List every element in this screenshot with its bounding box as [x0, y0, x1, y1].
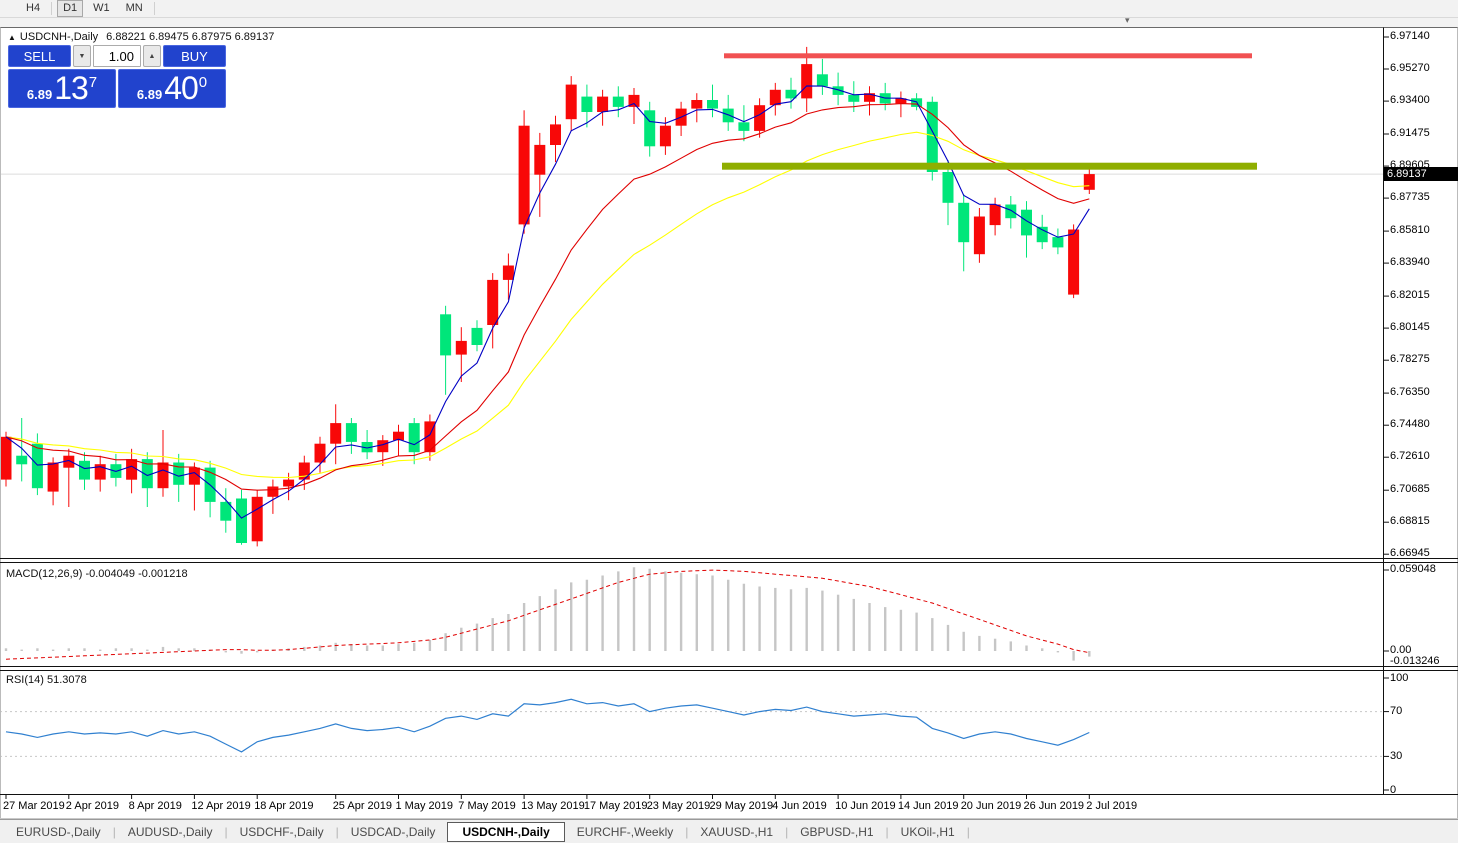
price-axis-label: 6.83940 — [1390, 256, 1430, 269]
volume-decrease-button[interactable]: ▼ — [73, 45, 91, 67]
date-axis-label: 14 Jun 2019 — [897, 800, 959, 812]
date-axis-label: 18 Apr 2019 — [254, 800, 314, 812]
tab-ukoil-h1[interactable]: UKOil-,H1 — [900, 825, 955, 839]
tab-usdcnh-daily[interactable]: USDCNH-,Daily — [447, 822, 565, 842]
tab-separator: | — [966, 825, 970, 839]
one-click-trading-panel: SELL ▼ ▲ BUY 6.89 13 7 6.89 40 0 — [8, 45, 226, 108]
symbol-title: ▲ USDCNH-,Daily 6.88221 6.89475 6.87975 6.… — [8, 31, 274, 43]
chart-tabs: EURUSD-,Daily | AUDUSD-,Daily | USDCHF-,Dail… — [0, 819, 1458, 843]
timeframe-toolbar: H4 D1 W1 MN — [0, 0, 1458, 18]
date-axis-label: 8 Apr 2019 — [128, 800, 182, 812]
chevron-down-icon[interactable]: ▾ — [1125, 15, 1130, 25]
collapse-triangle-icon[interactable]: ▲ — [8, 33, 16, 42]
date-axis-label: 27 Mar 2019 — [3, 800, 65, 812]
date-axis-label: 13 May 2019 — [521, 800, 585, 812]
price-axis-label: 6.80145 — [1390, 321, 1430, 334]
tab-separator: | — [885, 825, 889, 839]
price-axis-label: 6.66945 — [1390, 547, 1430, 560]
timeframe-button-d1[interactable]: D1 — [57, 0, 84, 17]
timeframe-button-w1[interactable]: W1 — [93, 2, 110, 14]
date-axis-label: 25 Apr 2019 — [332, 800, 393, 812]
date-axis-label: 23 May 2019 — [646, 800, 711, 812]
price-axis-label: 6.70685 — [1390, 483, 1430, 496]
tab-usdchf-daily[interactable]: USDCHF-,Daily — [239, 825, 324, 839]
bid-price-point: 7 — [88, 74, 98, 91]
date-axis-label: 26 Jun 2019 — [1023, 800, 1085, 812]
tab-gbpusd-h1[interactable]: GBPUSD-,H1 — [800, 825, 874, 839]
tab-separator: | — [785, 825, 789, 839]
price-axis-label: 6.97140 — [1390, 30, 1430, 42]
date-axis-label: 2 Apr 2019 — [65, 800, 120, 812]
macd-indicator-label: MACD(12,26,9) -0.004049 -0.001218 — [6, 568, 188, 580]
date-axis-label: 17 May 2019 — [583, 800, 648, 812]
toolbar-separator — [153, 2, 155, 15]
timeframe-button-mn[interactable]: MN — [125, 2, 143, 14]
bid-price-main: 13 — [54, 70, 89, 106]
date-axis-label: 10 Jun 2019 — [835, 800, 896, 812]
tab-eurusd-daily[interactable]: EURUSD-,Daily — [16, 825, 101, 839]
price-axis-label: 6.91475 — [1390, 127, 1430, 139]
tab-separator: | — [224, 825, 228, 839]
rsi-axis-label: 100 — [1390, 671, 1409, 684]
rsi-axis-label: 0 — [1390, 783, 1397, 796]
tab-separator: | — [335, 825, 339, 839]
price-axis-label: 6.72610 — [1390, 450, 1430, 463]
tab-separator: | — [112, 825, 116, 839]
date-axis-label: 4 Jun 2019 — [772, 800, 827, 812]
macd-axis-label: 0.00 — [1390, 644, 1412, 656]
tab-eurchf-weekly[interactable]: EURCHF-,Weekly — [576, 825, 674, 839]
tab-separator: | — [685, 825, 689, 839]
symbol-ohlc: 6.88221 6.89475 6.87975 6.89137 — [106, 31, 275, 43]
toolbar-separator — [51, 2, 53, 15]
price-axis-label: 6.82015 — [1390, 289, 1430, 302]
ask-price-main: 40 — [164, 70, 199, 106]
current-price-badge: 6.89137 — [1384, 167, 1458, 181]
volume-increase-button[interactable]: ▲ — [143, 45, 161, 67]
price-axis-label: 6.78275 — [1390, 353, 1430, 366]
date-axis-label: 2 Jul 2019 — [1086, 800, 1138, 812]
ask-price-point: 0 — [198, 74, 208, 91]
macd-axis-label: -0.013246 — [1390, 655, 1440, 667]
tab-usdcad-daily[interactable]: USDCAD-,Daily — [350, 825, 436, 839]
rsi-indicator-label: RSI(14) 51.3078 — [6, 674, 87, 686]
bid-price-prefix: 6.89 — [26, 87, 53, 102]
price-axis-label: 6.68815 — [1390, 515, 1430, 528]
timeframe-button-h4[interactable]: H4 — [26, 2, 41, 14]
buy-button[interactable]: BUY — [163, 45, 226, 67]
date-axis-label: 12 Apr 2019 — [191, 800, 251, 812]
date-axis-label: 29 May 2019 — [709, 800, 774, 812]
symbol-name: USDCNH-,Daily — [19, 31, 99, 43]
tab-audusd-daily[interactable]: AUDUSD-,Daily — [127, 825, 213, 839]
window-top-strip: ▾ — [0, 15, 1458, 27]
sell-button[interactable]: SELL — [8, 45, 71, 67]
price-axis-label: 6.95270 — [1390, 62, 1430, 74]
bid-price-button[interactable]: 6.89 13 7 — [8, 69, 116, 108]
rsi-axis-label: 30 — [1390, 749, 1403, 762]
price-axis-label: 6.87735 — [1390, 191, 1430, 204]
price-axis-label: 6.74480 — [1390, 418, 1430, 431]
date-axis-label: 7 May 2019 — [458, 800, 516, 812]
tab-xauusd-h1[interactable]: XAUUSD-,H1 — [700, 825, 774, 839]
price-axis-label: 6.85810 — [1390, 224, 1430, 237]
ask-price-button[interactable]: 6.89 40 0 — [118, 69, 226, 108]
date-axis-label: 1 May 2019 — [395, 800, 453, 812]
macd-axis-label: 0.059048 — [1390, 563, 1436, 575]
volume-input[interactable] — [93, 45, 141, 67]
price-axis-label: 6.93400 — [1390, 94, 1430, 107]
rsi-axis-label: 70 — [1390, 705, 1403, 718]
price-axis-label: 6.76350 — [1390, 386, 1430, 399]
date-axis-label: 20 Jun 2019 — [960, 800, 1022, 812]
ask-price-prefix: 6.89 — [136, 87, 163, 102]
